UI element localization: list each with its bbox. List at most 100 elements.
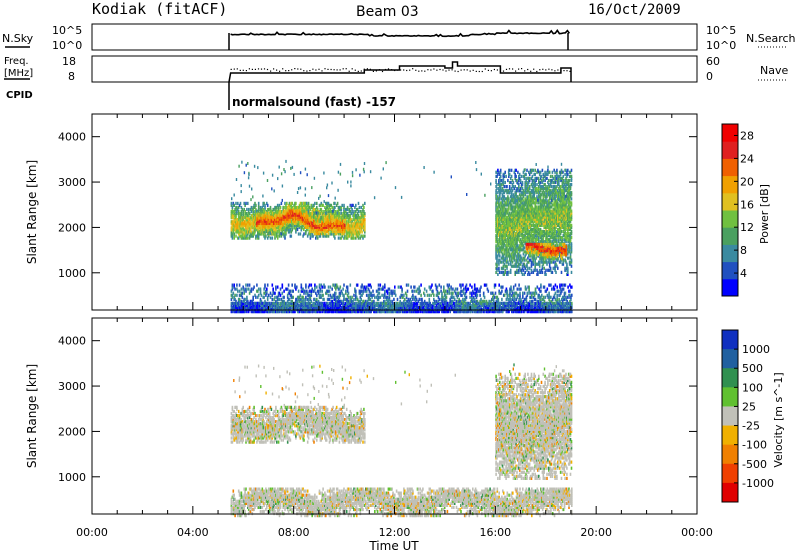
echo-cell bbox=[304, 215, 307, 219]
echo-cell bbox=[499, 205, 501, 209]
echo-cell bbox=[261, 205, 264, 210]
echo-cell bbox=[504, 209, 506, 213]
echo-cell bbox=[294, 223, 296, 227]
echo-cell bbox=[251, 214, 254, 218]
echo-cell bbox=[339, 223, 341, 227]
echo-cell bbox=[341, 223, 343, 227]
echo-cell bbox=[502, 227, 505, 232]
echo-cell bbox=[499, 191, 502, 195]
echo-cell bbox=[260, 232, 263, 236]
echo-cell bbox=[329, 219, 331, 223]
echo-cell bbox=[327, 227, 330, 232]
echo-cell bbox=[506, 232, 508, 236]
echo-cell bbox=[359, 216, 362, 220]
echo-cell bbox=[495, 238, 497, 242]
echo-cell bbox=[305, 223, 308, 227]
echo-cell bbox=[276, 236, 279, 240]
echo-cell bbox=[296, 219, 299, 223]
echo-cell bbox=[328, 205, 331, 210]
echo-cell bbox=[346, 222, 349, 226]
echo-cell bbox=[331, 227, 333, 232]
echo-cell bbox=[317, 211, 320, 215]
echo-cell bbox=[313, 203, 315, 207]
echo-cell bbox=[308, 217, 311, 221]
echo-cell bbox=[296, 227, 299, 232]
echo-cell bbox=[268, 219, 271, 223]
echo-cell bbox=[502, 189, 505, 193]
echo-cell bbox=[286, 201, 288, 205]
echo-cell bbox=[334, 205, 336, 210]
echo-cell bbox=[523, 246, 526, 250]
echo-cell bbox=[337, 225, 340, 229]
echo-cell bbox=[263, 219, 265, 223]
echo-cell bbox=[502, 260, 505, 264]
echo-cell bbox=[262, 227, 264, 232]
nave-dot bbox=[415, 69, 417, 71]
echo-cell bbox=[503, 223, 506, 227]
echo-cell bbox=[325, 232, 327, 236]
nave-dot bbox=[412, 68, 414, 70]
echo-cell bbox=[270, 219, 272, 223]
echo-cell bbox=[276, 211, 279, 215]
echo-cell bbox=[496, 227, 498, 232]
echo-cell bbox=[282, 225, 284, 229]
echo-cell bbox=[313, 213, 316, 217]
echo-cell bbox=[264, 217, 267, 221]
echo-cell bbox=[257, 201, 260, 205]
echo-cell bbox=[264, 203, 266, 207]
echo-cell bbox=[319, 219, 321, 223]
echo-cell bbox=[234, 222, 236, 226]
echo-cell bbox=[289, 215, 291, 219]
echo-cell bbox=[506, 238, 508, 242]
echo-cell bbox=[501, 256, 504, 260]
echo-cell bbox=[344, 220, 346, 224]
echo-cell bbox=[273, 227, 275, 232]
echo-cell bbox=[496, 262, 498, 266]
echo-cell bbox=[274, 213, 277, 217]
echo-cell bbox=[293, 209, 295, 213]
echo-cell bbox=[273, 211, 275, 215]
echo-cell bbox=[503, 211, 506, 215]
echo-cell bbox=[362, 218, 364, 222]
echo-cell bbox=[248, 236, 251, 240]
echo-cell bbox=[283, 217, 285, 221]
echo-cell bbox=[263, 221, 265, 225]
nave-dot bbox=[327, 68, 329, 70]
echo-cell bbox=[277, 207, 280, 212]
echo-cell bbox=[333, 213, 336, 217]
echo-cell bbox=[310, 221, 312, 225]
echo-cell bbox=[230, 232, 233, 236]
echo-cell bbox=[499, 219, 501, 223]
echo-cell bbox=[332, 225, 334, 229]
echo-cell bbox=[499, 207, 502, 211]
echo-cell bbox=[530, 268, 533, 272]
echo-cell bbox=[499, 185, 502, 189]
echo-cell bbox=[297, 209, 300, 213]
echo-cell bbox=[334, 227, 337, 232]
echo-cell bbox=[266, 217, 269, 221]
echo-cell bbox=[503, 205, 506, 209]
echo-cell bbox=[259, 213, 262, 217]
echo-cell bbox=[272, 219, 274, 223]
echo-cell bbox=[302, 224, 304, 228]
echo-cell bbox=[357, 224, 360, 228]
echo-cell bbox=[550, 185, 553, 189]
nave-dot bbox=[551, 69, 553, 71]
echo-cell bbox=[232, 222, 235, 226]
echo-cell bbox=[343, 213, 345, 217]
echo-cell bbox=[279, 205, 282, 210]
echo-cell bbox=[495, 240, 497, 244]
echo-cell bbox=[364, 218, 366, 222]
echo-cell bbox=[247, 214, 249, 218]
echo-cell bbox=[267, 215, 270, 219]
echo-cell bbox=[306, 227, 309, 232]
echo-cell bbox=[243, 216, 245, 220]
echo-cell bbox=[501, 227, 504, 232]
echo-cell bbox=[495, 223, 497, 227]
echo-cell bbox=[244, 212, 246, 216]
echo-cell bbox=[246, 212, 248, 216]
echo-cell bbox=[501, 234, 504, 238]
echo-cell bbox=[245, 222, 247, 226]
nave-dot bbox=[484, 68, 486, 70]
